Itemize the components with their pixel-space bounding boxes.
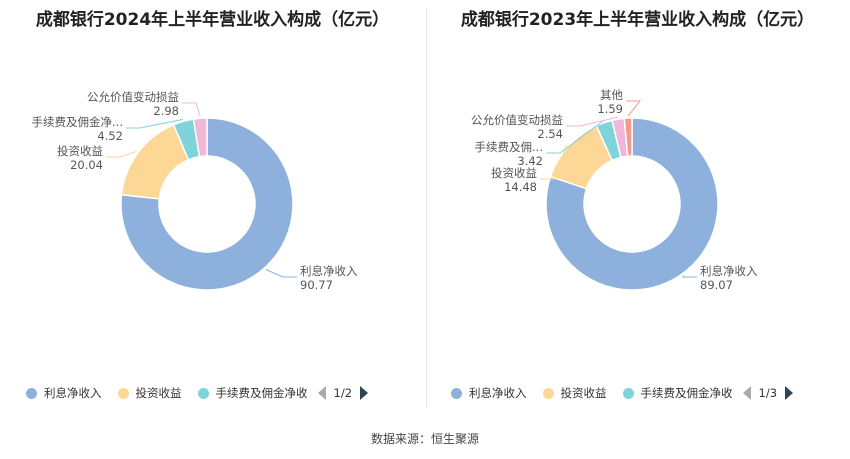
- legend-dot: [197, 387, 209, 399]
- legend: 利息净收入 投资收益 手续费及佣金净收 1/2: [26, 383, 369, 403]
- legend-label: 投资收益: [135, 386, 182, 400]
- legend-item-investment[interactable]: 投资收益: [117, 385, 182, 401]
- leader-line: [182, 102, 201, 117]
- slice-value: 90.77: [300, 278, 333, 292]
- leader-line: [106, 150, 137, 158]
- legend-label: 投资收益: [560, 386, 607, 400]
- legend-item-interest[interactable]: 利息净收入: [26, 385, 102, 401]
- chart-panel-2023: 成都银行2023年上半年营业收入构成（亿元） 利息净收入 89.07 投资收益 14.…: [425, 0, 850, 410]
- leader-line: [682, 275, 697, 278]
- donut-slice[interactable]: [192, 117, 208, 158]
- page-indicator: 1/3: [758, 386, 778, 400]
- leader-line: [566, 116, 618, 127]
- slice-label: 手续费及佣金净...: [32, 115, 123, 129]
- donut-slice[interactable]: [120, 117, 294, 291]
- data-source: 数据来源：恒生聚源: [370, 432, 479, 446]
- prev-page-icon[interactable]: [742, 386, 751, 400]
- slice-label: 投资收益: [491, 166, 537, 180]
- slice-label: 利息净收入: [700, 264, 758, 278]
- donut-slice[interactable]: [623, 117, 633, 158]
- slice-label: 公允价值变动损益: [471, 113, 563, 127]
- donut-slice[interactable]: [545, 117, 719, 291]
- slice-value: 20.04: [70, 158, 103, 172]
- leader-line: [265, 269, 297, 278]
- legend-item-fees[interactable]: 手续费及佣金净收: [622, 385, 733, 401]
- chart-title: 成都银行2023年上半年营业收入构成（亿元）: [460, 10, 815, 30]
- legend-label: 手续费及佣金净收: [640, 386, 733, 400]
- slice-label: 利息净收入: [300, 264, 358, 278]
- legend-dot: [117, 387, 129, 399]
- legend-label: 利息净收入: [469, 386, 527, 400]
- slice-label: 其他: [600, 88, 623, 102]
- legend-label: 手续费及佣金净收: [215, 386, 308, 400]
- prev-page-icon[interactable]: [317, 386, 326, 400]
- leader-line: [540, 144, 568, 180]
- legend-item-interest[interactable]: 利息净收入: [451, 385, 527, 401]
- legend: 利息净收入 投资收益 手续费及佣金净收 1/3: [451, 383, 794, 403]
- legend-dot: [542, 387, 554, 399]
- leader-line: [126, 118, 183, 129]
- page-indicator: 1/2: [333, 386, 353, 400]
- legend-label: 利息净收入: [44, 386, 102, 400]
- legend-dot: [26, 387, 37, 399]
- slice-label: 投资收益: [57, 144, 103, 158]
- legend-item-fees[interactable]: 手续费及佣金净收: [197, 385, 308, 401]
- legend-pager: 1/2: [317, 386, 369, 400]
- legend-dot: [451, 387, 462, 399]
- chart-panel-2024: 成都银行2024年上半年营业收入构成（亿元） 利息净收入 90.77 投资收益 20.…: [0, 0, 425, 410]
- next-page-icon[interactable]: [785, 386, 794, 400]
- legend-pager: 1/3: [742, 386, 794, 400]
- slice-value: 89.07: [700, 278, 733, 292]
- slice-value: 2.98: [153, 104, 179, 118]
- legend-item-investment[interactable]: 投资收益: [542, 385, 607, 401]
- slice-label: 公允价值变动损益: [87, 90, 179, 104]
- panel-divider: [426, 8, 427, 408]
- chart-title: 成都银行2024年上半年营业收入构成（亿元）: [35, 10, 390, 30]
- leader-line: [546, 120, 604, 154]
- next-page-icon[interactable]: [360, 386, 369, 400]
- slice-value: 14.48: [504, 180, 537, 194]
- slice-value: 1.59: [597, 102, 623, 116]
- legend-dot: [622, 387, 634, 399]
- slice-value: 2.54: [537, 127, 563, 141]
- slice-value: 4.52: [97, 129, 123, 143]
- slice-label: 手续费及佣...: [475, 140, 543, 154]
- leader-line: [626, 100, 642, 117]
- slice-value: 3.42: [517, 154, 543, 168]
